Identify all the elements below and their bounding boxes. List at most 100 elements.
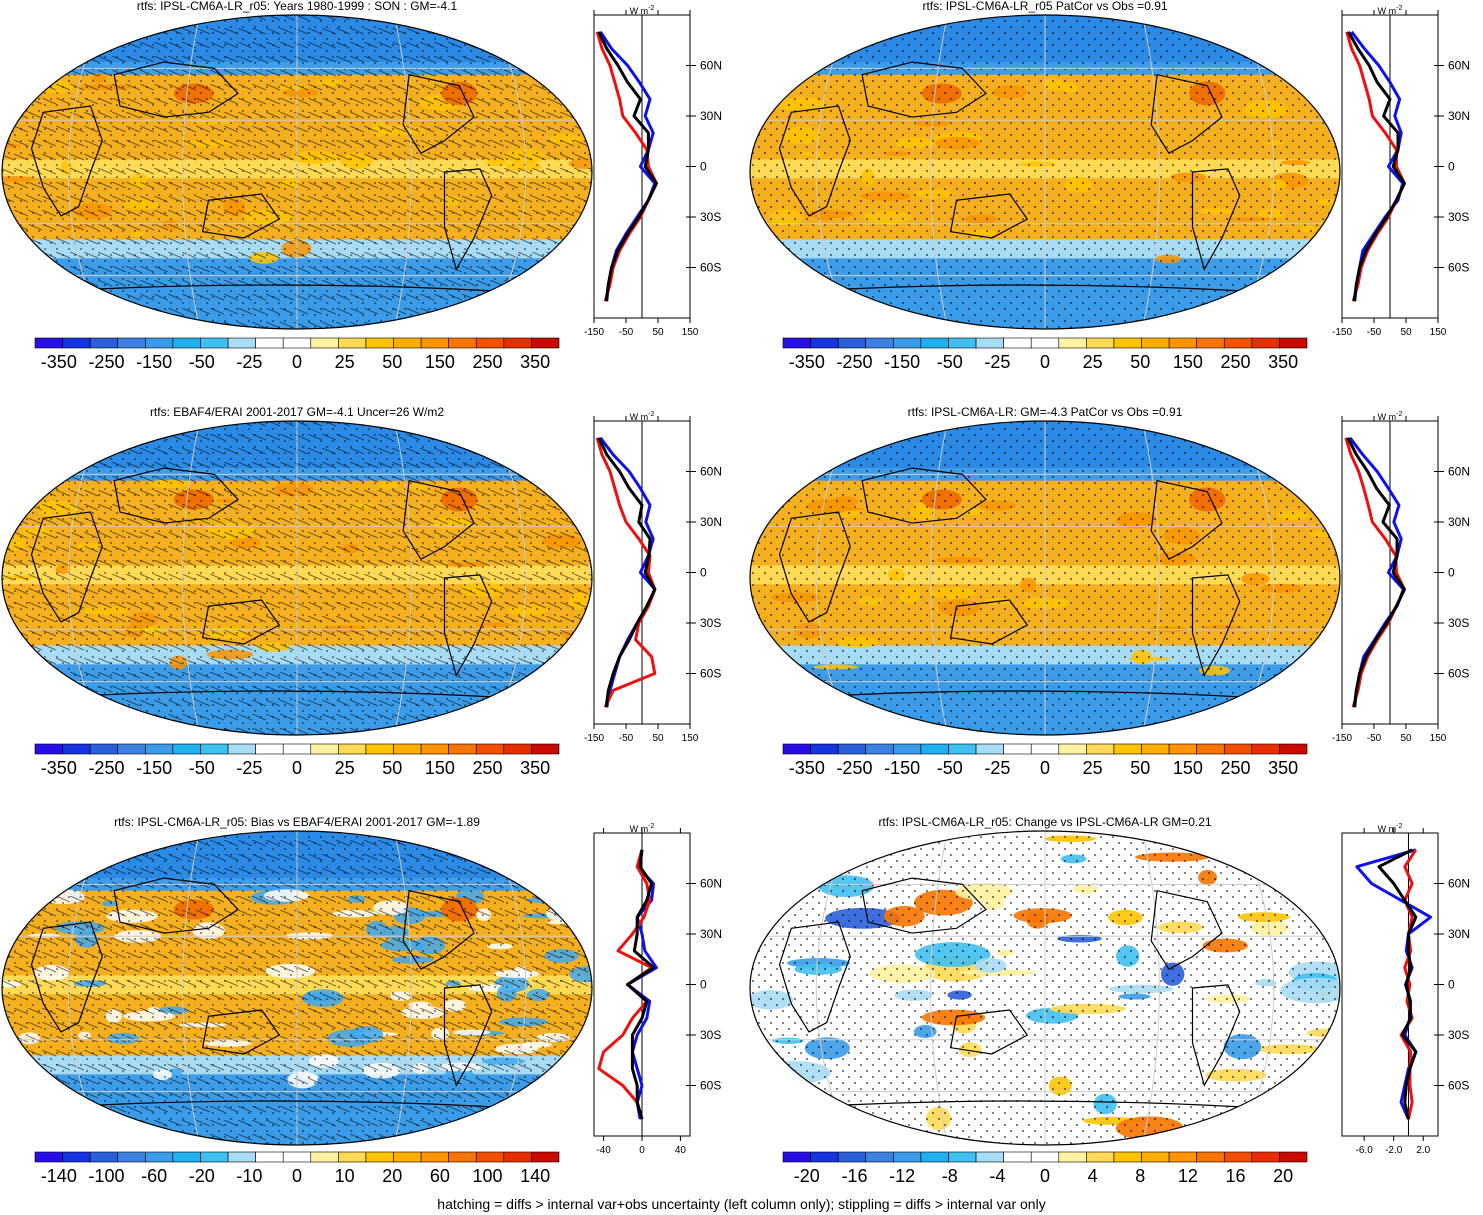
x-tick-label: -50 <box>1367 733 1382 744</box>
lat-tick-label: 60S <box>1448 1079 1469 1093</box>
lat-tick-label: 0 <box>1448 160 1455 174</box>
colorbar-swatch <box>531 743 560 755</box>
units-label: W m-2 <box>1378 823 1403 834</box>
units-exponent: -2 <box>648 411 654 418</box>
colorbar-swatch <box>365 1151 394 1163</box>
lat-tick-label: 30N <box>1448 927 1470 941</box>
colorbar-swatch <box>227 1151 256 1163</box>
graticule-meridian <box>930 15 949 329</box>
units-base: W m <box>630 6 649 16</box>
colorbar-swatch <box>172 337 201 349</box>
lat-tick-label: 30N <box>1448 109 1470 123</box>
colorbar-swatch <box>338 337 367 349</box>
colorbar-swatch <box>89 337 119 349</box>
colorbar-swatch <box>1223 1151 1253 1163</box>
colorbar-label: 25 <box>335 352 355 372</box>
field-blob <box>774 1071 794 1079</box>
coastline <box>443 168 493 271</box>
colorbar-3: -350 -250 -150 -50 -25 0 25 50 150 250 350 <box>34 743 560 778</box>
x-tick-label: -50 <box>619 733 634 744</box>
units-base: W m <box>1378 6 1397 16</box>
colorbar-swatch <box>145 1151 174 1163</box>
colorbar-label: 8 <box>1135 1166 1145 1186</box>
colorbar-swatch <box>1058 743 1087 755</box>
colorbar-swatch <box>1141 743 1170 755</box>
units-label: W m-2 <box>630 823 655 834</box>
colorbar-swatch <box>920 1151 949 1163</box>
coastline <box>113 61 239 118</box>
zonal-mean-panel-2: 60N 30N 0 30S 60S -150 -50 50 150 W m-2 <box>1332 5 1470 338</box>
map-panel-3 <box>2 421 592 735</box>
units-exponent: -2 <box>1396 5 1402 12</box>
lat-tick-label: 60N <box>700 59 722 73</box>
colorbar-swatch <box>1251 1151 1280 1163</box>
x-tick-label: 150 <box>1430 327 1447 338</box>
map-panel-5 <box>2 831 592 1145</box>
map-border <box>1 14 593 330</box>
coastline <box>201 1009 281 1055</box>
coastline <box>1150 73 1223 154</box>
colorbar-swatch <box>89 1151 119 1163</box>
colorbar-label: -16 <box>841 1166 867 1186</box>
colorbar-label: -25 <box>984 758 1010 778</box>
lat-tick-label: 30N <box>1448 515 1470 529</box>
colorbar-label: 25 <box>335 758 355 778</box>
colorbar-label: 60 <box>430 1166 450 1186</box>
graticule-meridian <box>182 421 201 735</box>
colorbar-swatch <box>1279 337 1308 349</box>
colorbar-swatch <box>1223 743 1253 755</box>
colorbar-swatch <box>448 743 477 755</box>
map-panel-6 <box>750 831 1340 1145</box>
colorbar-swatch <box>34 1151 63 1163</box>
colorbar-label: -50 <box>189 758 215 778</box>
colorbar-swatch <box>1030 1151 1060 1163</box>
coastline <box>30 105 103 217</box>
map-title: rtfs: IPSL-CM6A-LR_r05: Bias vs EBAF4/ER… <box>114 815 480 829</box>
lat-tick-label: 0 <box>700 978 707 992</box>
colorbar-swatch <box>1003 743 1032 755</box>
colorbar-swatch <box>338 743 367 755</box>
colorbar-label: -100 <box>88 1166 124 1186</box>
colorbar-swatch <box>34 743 63 755</box>
colorbar-label: -8 <box>942 1166 958 1186</box>
lat-tick-label: 30S <box>700 616 721 630</box>
colorbar-swatch <box>420 1151 449 1163</box>
colorbar-swatch <box>310 1151 339 1163</box>
field-blob <box>552 245 592 259</box>
map-title: rtfs: IPSL-CM6A-LR_r05: Change vs IPSL-C… <box>878 815 1211 829</box>
graticule-meridian <box>393 831 412 1145</box>
colorbar-swatch <box>1058 337 1087 349</box>
colorbar-6: -20 -16 -12 -8 -4 0 4 8 12 16 20 <box>782 1151 1308 1186</box>
colorbar-label: -150 <box>136 352 172 372</box>
colorbar-label: -25 <box>984 352 1010 372</box>
colorbar-label: -50 <box>937 758 963 778</box>
map-title: rtfs: IPSL-CM6A-LR_r05 PatCor vs Obs =0.… <box>922 0 1167 13</box>
coastline <box>113 467 239 524</box>
colorbar-swatch <box>172 1151 201 1163</box>
field-blob <box>1275 1118 1301 1137</box>
colorbar-swatch <box>893 1151 922 1163</box>
colorbar-label: 350 <box>520 758 550 778</box>
colorbar-label: -12 <box>889 1166 915 1186</box>
coastline <box>861 467 987 524</box>
colorbar-swatch <box>948 1151 977 1163</box>
units-base: W m <box>630 412 649 422</box>
colorbar-label: -350 <box>41 758 77 778</box>
colorbar-label: -250 <box>836 352 872 372</box>
colorbar-swatch <box>420 337 449 349</box>
lat-tick-label: 0 <box>1448 566 1455 580</box>
field-blob <box>767 831 839 845</box>
graticule-meridian <box>393 15 412 329</box>
colorbar-swatch <box>227 743 256 755</box>
colorbar-swatch <box>837 743 867 755</box>
colorbar-label: 150 <box>425 352 455 372</box>
colorbar-swatch <box>393 337 422 349</box>
lat-tick-label: 60S <box>1448 667 1469 681</box>
colorbar-swatch <box>1168 337 1197 349</box>
colorbar-swatch <box>145 337 174 349</box>
colorbar-label: 250 <box>1221 758 1251 778</box>
coastline <box>778 921 851 1033</box>
colorbar-swatch <box>282 1151 312 1163</box>
map-border <box>749 14 1341 330</box>
colorbar-swatch <box>837 337 867 349</box>
